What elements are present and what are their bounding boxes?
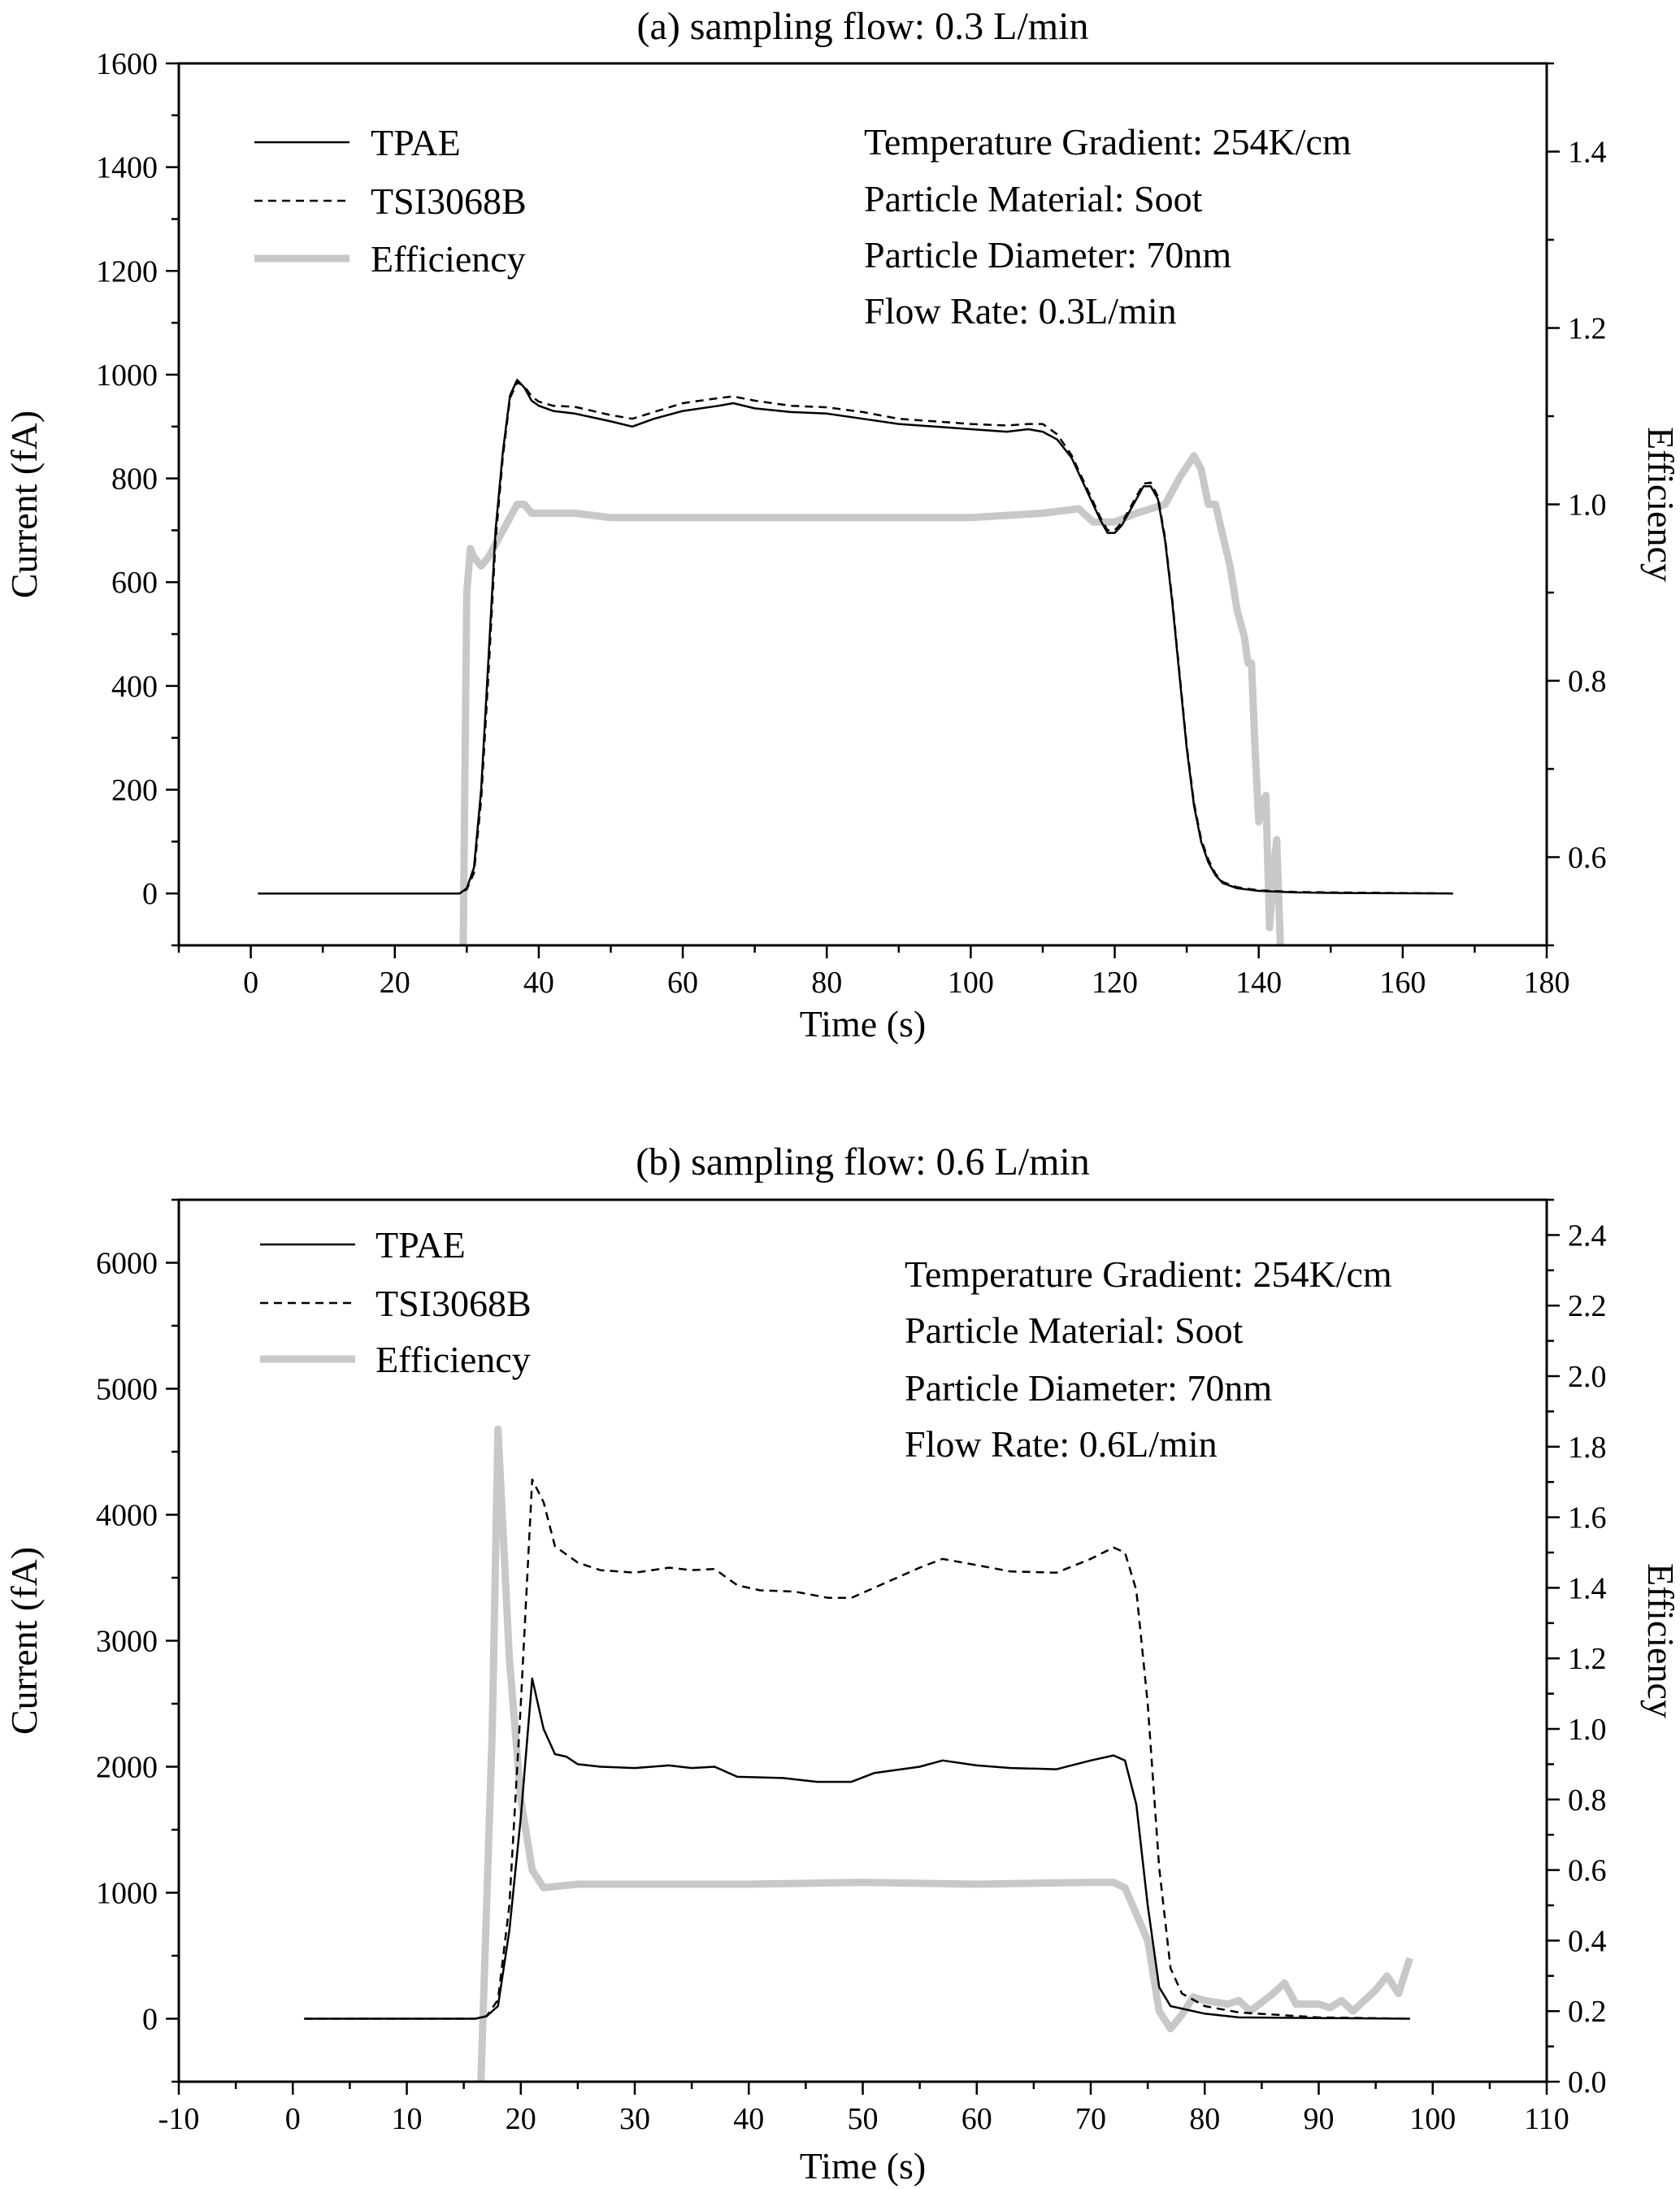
y-tick-label: 5000 (96, 1373, 158, 1407)
y2-tick-label: 1.2 (1568, 312, 1607, 346)
y2-axis-label: Efficiency (1640, 427, 1680, 582)
y-tick-label: 3000 (96, 1625, 158, 1659)
series-line-efficiency (459, 452, 1284, 945)
legend: TPAE TSI3068B Efficiency (254, 122, 527, 280)
chart-title: (a) sampling flow: 0.3 L/min (637, 5, 1089, 48)
x-tick-label: 60 (667, 966, 698, 1000)
legend-label: TPAE (376, 1224, 466, 1266)
x-tick-label: 60 (962, 2102, 992, 2136)
x-axis-label: Time (s) (800, 1003, 927, 1045)
annotation-text: Temperature Gradient: 254K/cm (905, 1253, 1392, 1295)
chart-title: (b) sampling flow: 0.6 L/min (636, 1140, 1090, 1184)
x-tick-label: 10 (392, 2102, 423, 2136)
y2-tick-label: 2.2 (1568, 1289, 1607, 1323)
legend: TPAE TSI3068B Efficiency (260, 1224, 532, 1380)
x-tick-label: 20 (506, 2102, 536, 2136)
x-tick-label: 40 (733, 2102, 764, 2136)
y2-tick-label: 2.0 (1568, 1360, 1607, 1394)
x-tick-label: 70 (1075, 2102, 1106, 2136)
y-tick-label: 800 (111, 463, 158, 497)
y2-tick-label: 2.4 (1568, 1218, 1607, 1253)
y2-tick-label: 0.8 (1568, 665, 1607, 699)
y-tick-label: 0 (142, 877, 158, 911)
x-tick-label: 110 (1524, 2102, 1569, 2136)
x-tick-label: -10 (158, 2102, 200, 2136)
x-tick-label: 30 (619, 2102, 650, 2136)
y-axis-label: Current (fA) (3, 410, 45, 598)
y2-tick-label: 0.6 (1568, 841, 1607, 875)
y-tick-label: 0 (142, 2003, 158, 2037)
y-tick-label: 6000 (96, 1247, 158, 1281)
legend-label: TSI3068B (371, 180, 527, 222)
plot-frame (177, 1198, 1548, 2083)
annotation-text: Flow Rate: 0.6L/min (905, 1423, 1218, 1465)
y2-tick-label: 1.4 (1568, 136, 1607, 170)
series-line-tsi3068b (258, 381, 1453, 895)
y2-tick-label: 0.0 (1568, 2065, 1607, 2100)
chart-panel-b: -10 0 10 20 30 40 50 60 70 80 90 100 110 0 1000 2000 300… (3, 1140, 1680, 2187)
annotation-text: Temperature Gradient: 254K/cm (864, 121, 1352, 163)
y2-tick-label: 0.2 (1568, 1995, 1607, 2029)
x-tick-label: 20 (380, 966, 410, 1000)
y2-tick-label: 0.4 (1568, 1924, 1607, 1958)
y-tick-label: 2000 (96, 1751, 158, 1785)
series-line-tpae (304, 1677, 1410, 2020)
y2-tick-label: 1.4 (1568, 1571, 1607, 1605)
y2-tick-label: 1.8 (1568, 1431, 1607, 1465)
y-tick-label: 1000 (96, 358, 158, 393)
legend-label: TPAE (371, 122, 461, 163)
x-tick-label: 100 (1409, 2102, 1456, 2136)
y-tick-label: 200 (111, 774, 158, 808)
y2-tick-label: 1.0 (1568, 1713, 1607, 1747)
legend-label: Efficiency (376, 1339, 531, 1380)
x-tick-label: 140 (1235, 966, 1282, 1000)
series-line-tsi3068b (304, 1478, 1410, 2020)
legend-label: TSI3068B (376, 1283, 532, 1324)
series-group (258, 379, 1453, 945)
y2-tick-label: 0.6 (1568, 1854, 1607, 1888)
x-axis-label: Time (s) (800, 2145, 927, 2187)
y-tick-label: 400 (111, 670, 158, 704)
x-tick-label: 160 (1379, 966, 1426, 1000)
y2-tick-label: 1.2 (1568, 1642, 1607, 1676)
x-tick-label: 50 (848, 2102, 879, 2136)
y-tick-label: 1400 (96, 151, 158, 185)
x-tick-label: 120 (1092, 966, 1138, 1000)
legend-label: Efficiency (371, 238, 526, 280)
annotation-text: Particle Material: Soot (864, 178, 1203, 219)
y2-tick-label: 1.0 (1568, 489, 1607, 523)
series-line-tpae (258, 379, 1453, 895)
x-tick-label: 40 (523, 966, 554, 1000)
x-tick-label: 0 (285, 2102, 301, 2136)
y2-tick-label: 1.6 (1568, 1501, 1607, 1535)
x-tick-label: 100 (948, 966, 994, 1000)
x-tick-label: 80 (1189, 2102, 1220, 2136)
y-tick-label: 1600 (96, 47, 158, 81)
y-tick-label: 1000 (96, 1877, 158, 1911)
series-line-efficiency (477, 1425, 1413, 2082)
annotation-text: Particle Diameter: 70nm (864, 234, 1231, 276)
x-tick-label: 0 (243, 966, 258, 1000)
x-tick-label: 80 (811, 966, 842, 1000)
annotation-text: Particle Diameter: 70nm (905, 1367, 1272, 1409)
chart-panel-a: 0 20 40 60 80 100 120 140 160 180 0 200 400 600 800 100… (3, 5, 1680, 1045)
y2-tick-label: 0.8 (1568, 1783, 1607, 1818)
y-axis-label: Current (fA) (3, 1547, 45, 1735)
y-tick-label: 600 (111, 566, 158, 600)
annotation-text: Particle Material: Soot (905, 1309, 1244, 1351)
series-group (304, 1425, 1413, 2082)
annotation-text: Flow Rate: 0.3L/min (864, 290, 1177, 332)
y2-axis-label: Efficiency (1640, 1563, 1680, 1718)
x-tick-label: 90 (1304, 2102, 1335, 2136)
y-tick-label: 4000 (96, 1499, 158, 1533)
x-tick-label: 180 (1524, 966, 1570, 1000)
y-tick-label: 1200 (96, 254, 158, 289)
